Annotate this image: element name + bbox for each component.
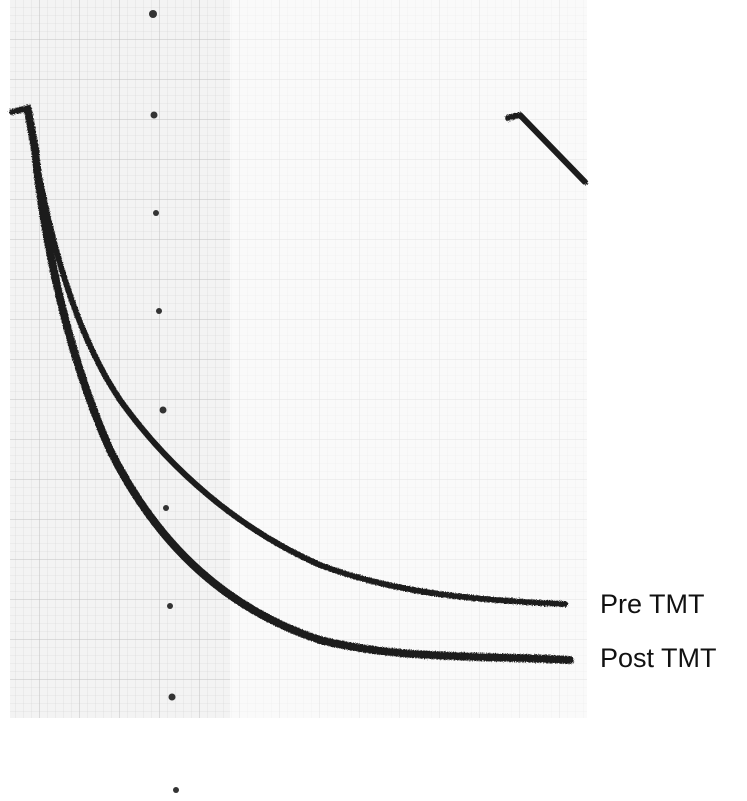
pre-trace xyxy=(9,104,568,607)
trace-label: Pre TMT xyxy=(600,589,705,619)
return-trace xyxy=(505,111,588,185)
paper-fade xyxy=(230,0,587,718)
trace-label: Post TMT xyxy=(600,643,717,673)
timing-dots xyxy=(149,10,179,793)
post-trace xyxy=(24,106,574,664)
